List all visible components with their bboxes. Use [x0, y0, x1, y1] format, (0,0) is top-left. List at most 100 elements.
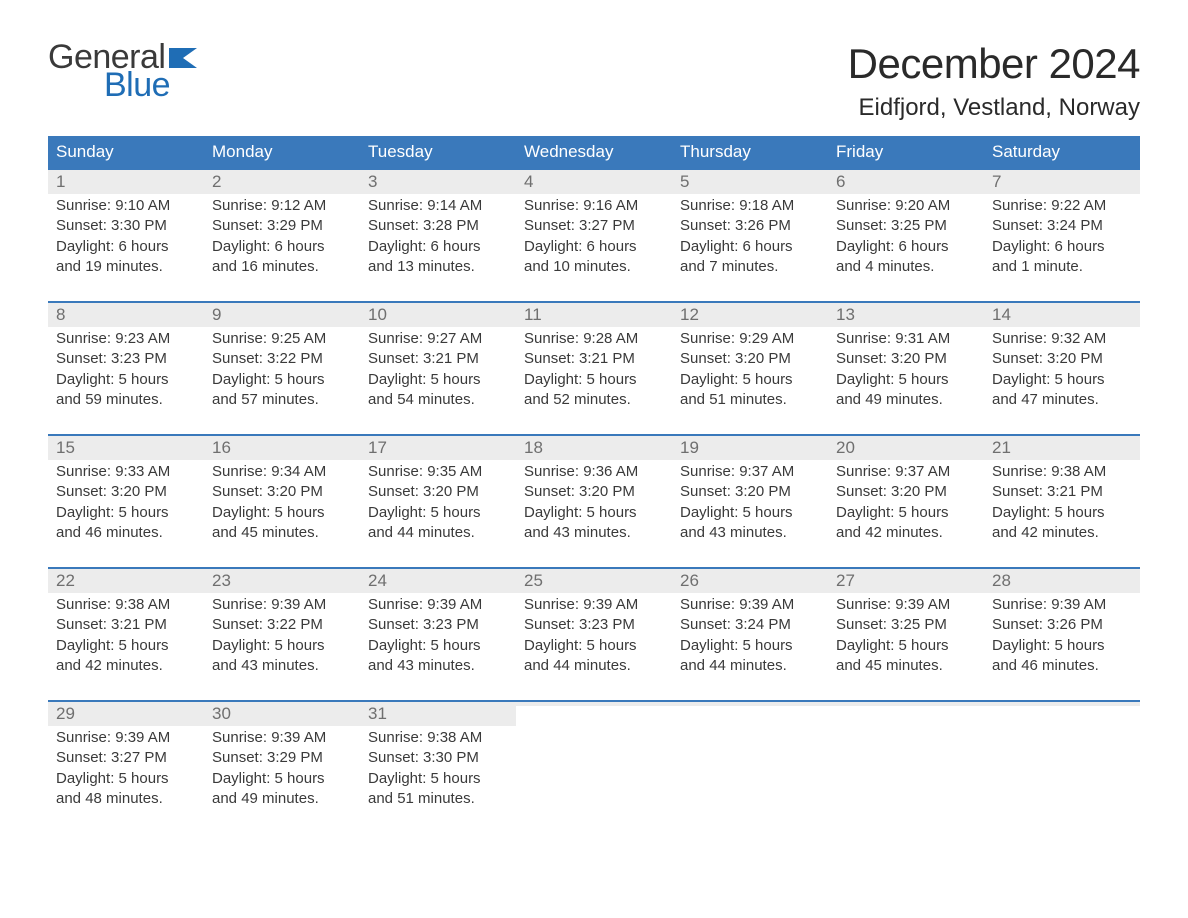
- day-daylight1: Daylight: 5 hours: [836, 636, 976, 656]
- day-cell: 25 Sunrise: 9:39 AMSunset: 3:23 PMDayligh…: [516, 569, 672, 682]
- dayhead-tuesday: Tuesday: [360, 136, 516, 168]
- dayhead-monday: Monday: [204, 136, 360, 168]
- day-daylight1: Daylight: 5 hours: [680, 636, 820, 656]
- day-number: 7: [992, 172, 1001, 191]
- day-daylight2: and 51 minutes.: [680, 390, 820, 410]
- day-number: 28: [992, 571, 1011, 590]
- day-cell: 18 Sunrise: 9:36 AMSunset: 3:20 PMDayligh…: [516, 436, 672, 549]
- day-sunset: Sunset: 3:22 PM: [212, 615, 352, 635]
- day-number: 22: [56, 571, 75, 590]
- day-number-bar: 30: [204, 702, 360, 726]
- day-cell: 3 Sunrise: 9:14 AMSunset: 3:28 PMDaylight…: [360, 170, 516, 283]
- day-cell: 7 Sunrise: 9:22 AMSunset: 3:24 PMDaylight…: [984, 170, 1140, 283]
- day-info: Sunrise: 9:12 AMSunset: 3:29 PMDaylight:…: [210, 196, 354, 277]
- day-cell: 13Sunrise: 9:31 AMSunset: 3:20 PMDayligh…: [828, 303, 984, 416]
- day-daylight1: Daylight: 6 hours: [992, 237, 1132, 257]
- day-daylight1: Daylight: 5 hours: [212, 503, 352, 523]
- day-daylight1: Daylight: 5 hours: [212, 370, 352, 390]
- day-number: 17: [368, 438, 387, 457]
- day-number: 25: [524, 571, 543, 590]
- day-info: Sunrise: 9:38 AMSunset: 3:30 PMDaylight:…: [366, 728, 510, 809]
- day-info: Sunrise: 9:39 AMSunset: 3:29 PMDaylight:…: [210, 728, 354, 809]
- day-sunrise: Sunrise: 9:23 AM: [56, 329, 196, 349]
- day-daylight2: and 45 minutes.: [836, 656, 976, 676]
- header: General Blue December 2024 Eidfjord, Ves…: [48, 40, 1140, 122]
- day-number-bar: 4: [516, 170, 672, 194]
- day-daylight2: and 4 minutes.: [836, 257, 976, 277]
- day-info: Sunrise: 9:37 AMSunset: 3:20 PMDaylight:…: [834, 462, 978, 543]
- day-number: 30: [212, 704, 231, 723]
- day-daylight1: Daylight: 5 hours: [836, 370, 976, 390]
- day-cell: 29Sunrise: 9:39 AMSunset: 3:27 PMDayligh…: [48, 702, 204, 815]
- day-number-bar: 21: [984, 436, 1140, 460]
- day-number: 10: [368, 305, 387, 324]
- day-sunset: Sunset: 3:29 PM: [212, 216, 352, 236]
- day-cell: 28 Sunrise: 9:39 AMSunset: 3:26 PMDayligh…: [984, 569, 1140, 682]
- day-sunrise: Sunrise: 9:31 AM: [836, 329, 976, 349]
- day-sunrise: Sunrise: 9:25 AM: [212, 329, 352, 349]
- month-title: December 2024: [848, 40, 1140, 88]
- day-daylight2: and 52 minutes.: [524, 390, 664, 410]
- day-number: 12: [680, 305, 699, 324]
- day-sunrise: Sunrise: 9:39 AM: [212, 595, 352, 615]
- day-info: Sunrise: 9:39 AMSunset: 3:26 PMDaylight:…: [990, 595, 1134, 676]
- day-daylight2: and 48 minutes.: [56, 789, 196, 809]
- day-info: Sunrise: 9:25 AMSunset: 3:22 PMDaylight:…: [210, 329, 354, 410]
- day-daylight1: Daylight: 6 hours: [680, 237, 820, 257]
- week-row: 1Sunrise: 9:10 AMSunset: 3:30 PMDaylight…: [48, 168, 1140, 283]
- logo-text-blue: Blue: [104, 68, 199, 102]
- day-sunset: Sunset: 3:20 PM: [680, 349, 820, 369]
- day-number-bar: 23: [204, 569, 360, 593]
- dayhead-saturday: Saturday: [984, 136, 1140, 168]
- day-daylight2: and 43 minutes.: [524, 523, 664, 543]
- day-sunset: Sunset: 3:20 PM: [56, 482, 196, 502]
- day-sunrise: Sunrise: 9:20 AM: [836, 196, 976, 216]
- day-cell: 17Sunrise: 9:35 AMSunset: 3:20 PMDayligh…: [360, 436, 516, 549]
- day-daylight2: and 44 minutes.: [368, 523, 508, 543]
- day-sunset: Sunset: 3:30 PM: [368, 748, 508, 768]
- day-daylight2: and 44 minutes.: [680, 656, 820, 676]
- day-number-bar: 5: [672, 170, 828, 194]
- day-cell: 12Sunrise: 9:29 AMSunset: 3:20 PMDayligh…: [672, 303, 828, 416]
- day-number-bar: 19: [672, 436, 828, 460]
- day-cell: 21Sunrise: 9:38 AMSunset: 3:21 PMDayligh…: [984, 436, 1140, 549]
- day-sunrise: Sunrise: 9:32 AM: [992, 329, 1132, 349]
- day-daylight2: and 47 minutes.: [992, 390, 1132, 410]
- day-cell: [828, 702, 984, 815]
- day-sunrise: Sunrise: 9:38 AM: [56, 595, 196, 615]
- day-info: Sunrise: 9:36 AMSunset: 3:20 PMDaylight:…: [522, 462, 666, 543]
- day-daylight2: and 43 minutes.: [680, 523, 820, 543]
- day-info: Sunrise: 9:39 AMSunset: 3:23 PMDaylight:…: [522, 595, 666, 676]
- day-number: 3: [368, 172, 377, 191]
- day-info: Sunrise: 9:18 AMSunset: 3:26 PMDaylight:…: [678, 196, 822, 277]
- day-number-bar: 16: [204, 436, 360, 460]
- day-info: Sunrise: 9:16 AMSunset: 3:27 PMDaylight:…: [522, 196, 666, 277]
- day-number: 26: [680, 571, 699, 590]
- week-row: 29Sunrise: 9:39 AMSunset: 3:27 PMDayligh…: [48, 700, 1140, 815]
- day-cell: 11Sunrise: 9:28 AMSunset: 3:21 PMDayligh…: [516, 303, 672, 416]
- day-number: 18: [524, 438, 543, 457]
- day-sunset: Sunset: 3:20 PM: [992, 349, 1132, 369]
- dayhead-wednesday: Wednesday: [516, 136, 672, 168]
- day-daylight1: Daylight: 5 hours: [992, 370, 1132, 390]
- day-info: Sunrise: 9:14 AMSunset: 3:28 PMDaylight:…: [366, 196, 510, 277]
- day-number: 27: [836, 571, 855, 590]
- day-daylight2: and 42 minutes.: [992, 523, 1132, 543]
- day-cell: 6Sunrise: 9:20 AMSunset: 3:25 PMDaylight…: [828, 170, 984, 283]
- day-cell: 9Sunrise: 9:25 AMSunset: 3:22 PMDaylight…: [204, 303, 360, 416]
- day-cell: 23Sunrise: 9:39 AMSunset: 3:22 PMDayligh…: [204, 569, 360, 682]
- day-number-bar: 3: [360, 170, 516, 194]
- day-number-bar: [672, 702, 828, 706]
- day-sunset: Sunset: 3:20 PM: [368, 482, 508, 502]
- location-subtitle: Eidfjord, Vestland, Norway: [848, 94, 1140, 122]
- day-daylight1: Daylight: 5 hours: [56, 769, 196, 789]
- day-number-bar: 18: [516, 436, 672, 460]
- day-sunrise: Sunrise: 9:16 AM: [524, 196, 664, 216]
- day-number-bar: 29: [48, 702, 204, 726]
- day-daylight2: and 54 minutes.: [368, 390, 508, 410]
- day-info: Sunrise: 9:22 AMSunset: 3:24 PMDaylight:…: [990, 196, 1134, 277]
- day-info: Sunrise: 9:38 AMSunset: 3:21 PMDaylight:…: [54, 595, 198, 676]
- day-daylight1: Daylight: 5 hours: [680, 370, 820, 390]
- day-sunrise: Sunrise: 9:39 AM: [56, 728, 196, 748]
- day-number: 2: [212, 172, 221, 191]
